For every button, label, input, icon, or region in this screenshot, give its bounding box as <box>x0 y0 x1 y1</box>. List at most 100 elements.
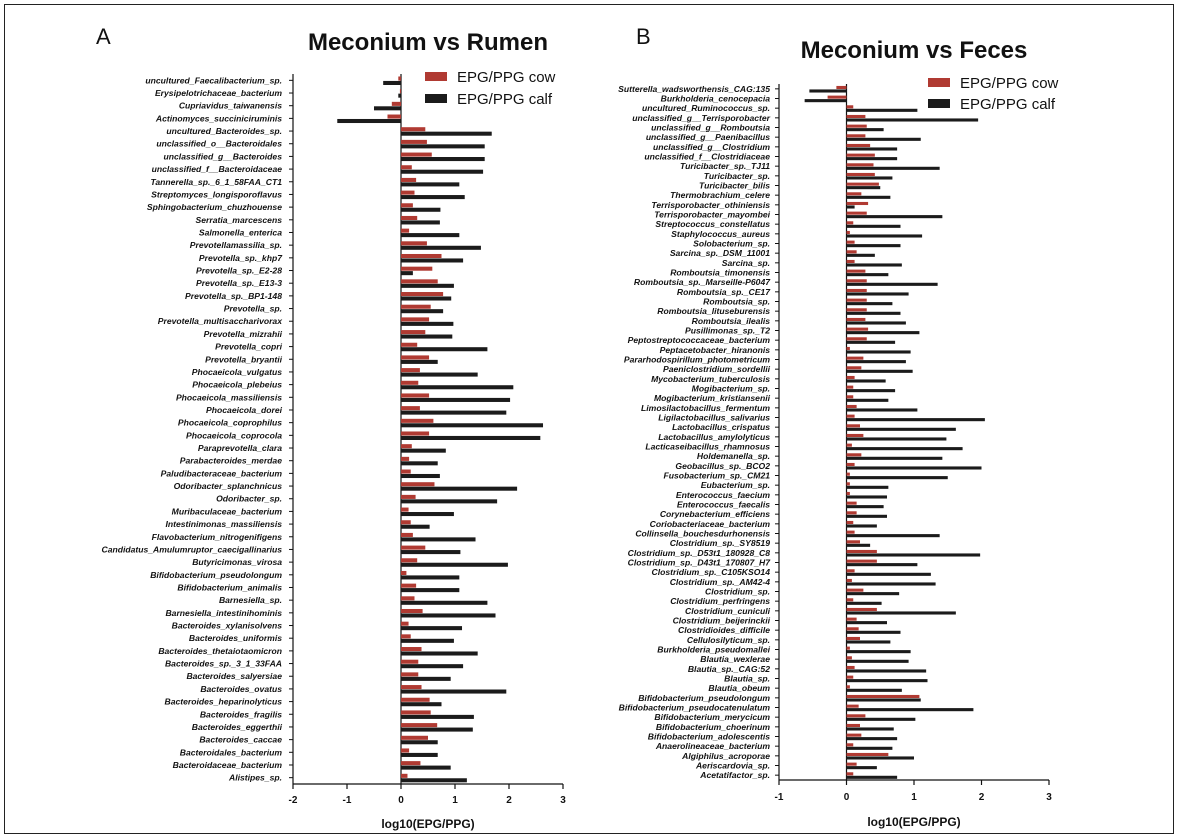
bar-cow-b <box>846 743 854 747</box>
bar-calf-a <box>401 550 461 555</box>
bar-cow-a <box>401 456 410 461</box>
category-label-b: Blautia_obeum <box>708 683 770 693</box>
category-label-a: Phocaeicola_coprocola <box>186 430 282 440</box>
bar-calf-b <box>846 253 875 257</box>
bar-cow-b <box>846 646 850 650</box>
bar-cow-a <box>401 190 415 195</box>
bar-cow-b <box>846 588 864 592</box>
bar-cow-a <box>401 317 430 322</box>
bar-calf-b <box>846 669 927 673</box>
bar-calf-a <box>401 245 481 250</box>
category-label-a: Bacteroides_salyersiae <box>186 671 282 681</box>
bar-calf-a <box>401 321 454 326</box>
category-label-a: uncultured_Faecalibacterium_sp. <box>145 75 282 85</box>
bar-calf-b <box>846 775 898 779</box>
bar-calf-b <box>846 611 956 615</box>
bar-cow-a <box>401 406 420 411</box>
category-label-b: Corynebacterium_efficiens <box>660 509 770 519</box>
category-label-a: Bacteroides_heparinolyticus <box>165 697 283 707</box>
bar-calf-a <box>401 435 541 440</box>
bar-cow-b <box>846 520 854 525</box>
bar-cow-a <box>401 380 419 385</box>
bar-cow-b <box>846 762 857 766</box>
bar-cow-a <box>401 203 413 208</box>
category-label-b: unclassified_g__Clostridium <box>653 142 770 152</box>
bar-calf-a <box>401 613 496 618</box>
legend-swatch-b <box>928 78 950 87</box>
bar-cow-b <box>846 569 855 573</box>
bar-cow-b <box>846 201 869 206</box>
bar-cow-b <box>846 752 889 757</box>
bar-cow-b <box>846 182 879 186</box>
bar-calf-a <box>383 80 401 85</box>
bar-calf-b <box>846 128 884 132</box>
category-label-a: Actinomyces_succiniciruminis <box>155 113 282 123</box>
category-label-b: Blautia_sp._CAG:52 <box>688 664 770 674</box>
bar-cow-b <box>846 288 867 293</box>
category-label-b: Ligilactobacillus_salivarius <box>658 413 770 423</box>
bar-calf-b <box>846 118 979 122</box>
bar-cow-b <box>846 404 857 409</box>
bar-calf-b <box>846 630 901 634</box>
bar-cow-b <box>846 714 866 718</box>
legend-label-b: EPG/PPG calf <box>960 96 1056 113</box>
legend-swatch-a <box>425 72 447 81</box>
bar-calf-a <box>401 220 440 225</box>
category-label-b: Lacticaseibacillus_rhamnosus <box>645 442 770 452</box>
bar-cow-a <box>401 773 408 778</box>
category-label-b: Algiphilus_acroporae <box>681 751 770 761</box>
bar-calf-a <box>401 448 446 453</box>
category-label-a: unclassified_g__Bacteroides <box>164 151 283 161</box>
bar-calf-a <box>401 157 485 162</box>
bar-calf-a <box>401 372 478 377</box>
bar-calf-b <box>846 176 893 180</box>
category-label-a: uncultured_Bacteroides_sp. <box>166 126 282 136</box>
bar-cow-b <box>846 482 850 486</box>
category-label-b: Turicibacter_sp._TJ11 <box>680 161 770 171</box>
bar-cow-a <box>401 735 428 740</box>
bar-cow-b <box>846 704 859 708</box>
bar-cow-a <box>401 494 416 499</box>
bar-cow-b <box>846 723 860 728</box>
category-label-a: Prevotella_sp._BP1-148 <box>185 291 282 301</box>
bar-calf-b <box>846 292 909 296</box>
panel-a: A Meconium vs Rumen -2 -1 0 1 2 3 log10(EPG/PP… <box>96 24 566 831</box>
panel-b: B Meconium vs Feces -1 0 1 2 3 log10(EPG/PPG)… <box>618 24 1058 829</box>
category-label-b: Cellulosilyticum_sp. <box>687 635 770 645</box>
bar-calf-a <box>401 778 467 783</box>
bar-calf-b <box>804 99 847 103</box>
category-label-b: Enterococcus_faecium <box>676 490 770 500</box>
bar-calf-b <box>846 379 886 383</box>
bar-calf-a <box>401 651 478 656</box>
bar-calf-b <box>846 360 906 364</box>
category-label-a: Erysipelotrichaceae_bacterium <box>155 88 282 98</box>
category-label-b: unclassified_g__Paenibacillus <box>646 132 770 142</box>
bar-calf-b <box>846 205 855 209</box>
bar-cow-a <box>401 418 434 423</box>
legend-swatch-b <box>928 99 950 108</box>
bar-cow-a <box>401 634 411 639</box>
bar-cow-b <box>846 772 854 776</box>
category-label-b: Peptostreptococcaceae_bacterium <box>628 335 771 345</box>
category-label-b: Fusobacterium_sp._CM21 <box>664 471 771 481</box>
category-label-b: Terrisporobacter_mayombei <box>654 210 770 220</box>
bar-calf-a <box>401 258 464 263</box>
category-label-b: Lactobacillus_crispatus <box>672 422 770 432</box>
bar-calf-b <box>846 495 887 499</box>
bar-cow-b <box>846 317 866 322</box>
category-label-a: Intestinimonas_massiliensis <box>165 519 282 529</box>
category-label-a: Barnesiella_intestinihominis <box>165 608 282 618</box>
bar-calf-b <box>846 650 911 654</box>
bar-cow-a <box>387 114 401 119</box>
bar-cow-a <box>401 304 431 309</box>
category-label-a: Bacteroides_xylanisolvens <box>172 621 283 631</box>
bar-calf-a <box>401 207 441 212</box>
bar-cow-b <box>846 733 862 737</box>
bar-cow-a <box>401 292 444 297</box>
bar-calf-b <box>846 621 887 625</box>
bar-calf-a <box>401 473 440 479</box>
bar-calf-b <box>809 89 847 93</box>
category-label-b: Burkholderia_cenocepacia <box>661 94 771 104</box>
category-label-b: Aeriscardovia_sp. <box>695 761 770 771</box>
category-label-b: Clostridium_perfringens <box>670 596 770 606</box>
